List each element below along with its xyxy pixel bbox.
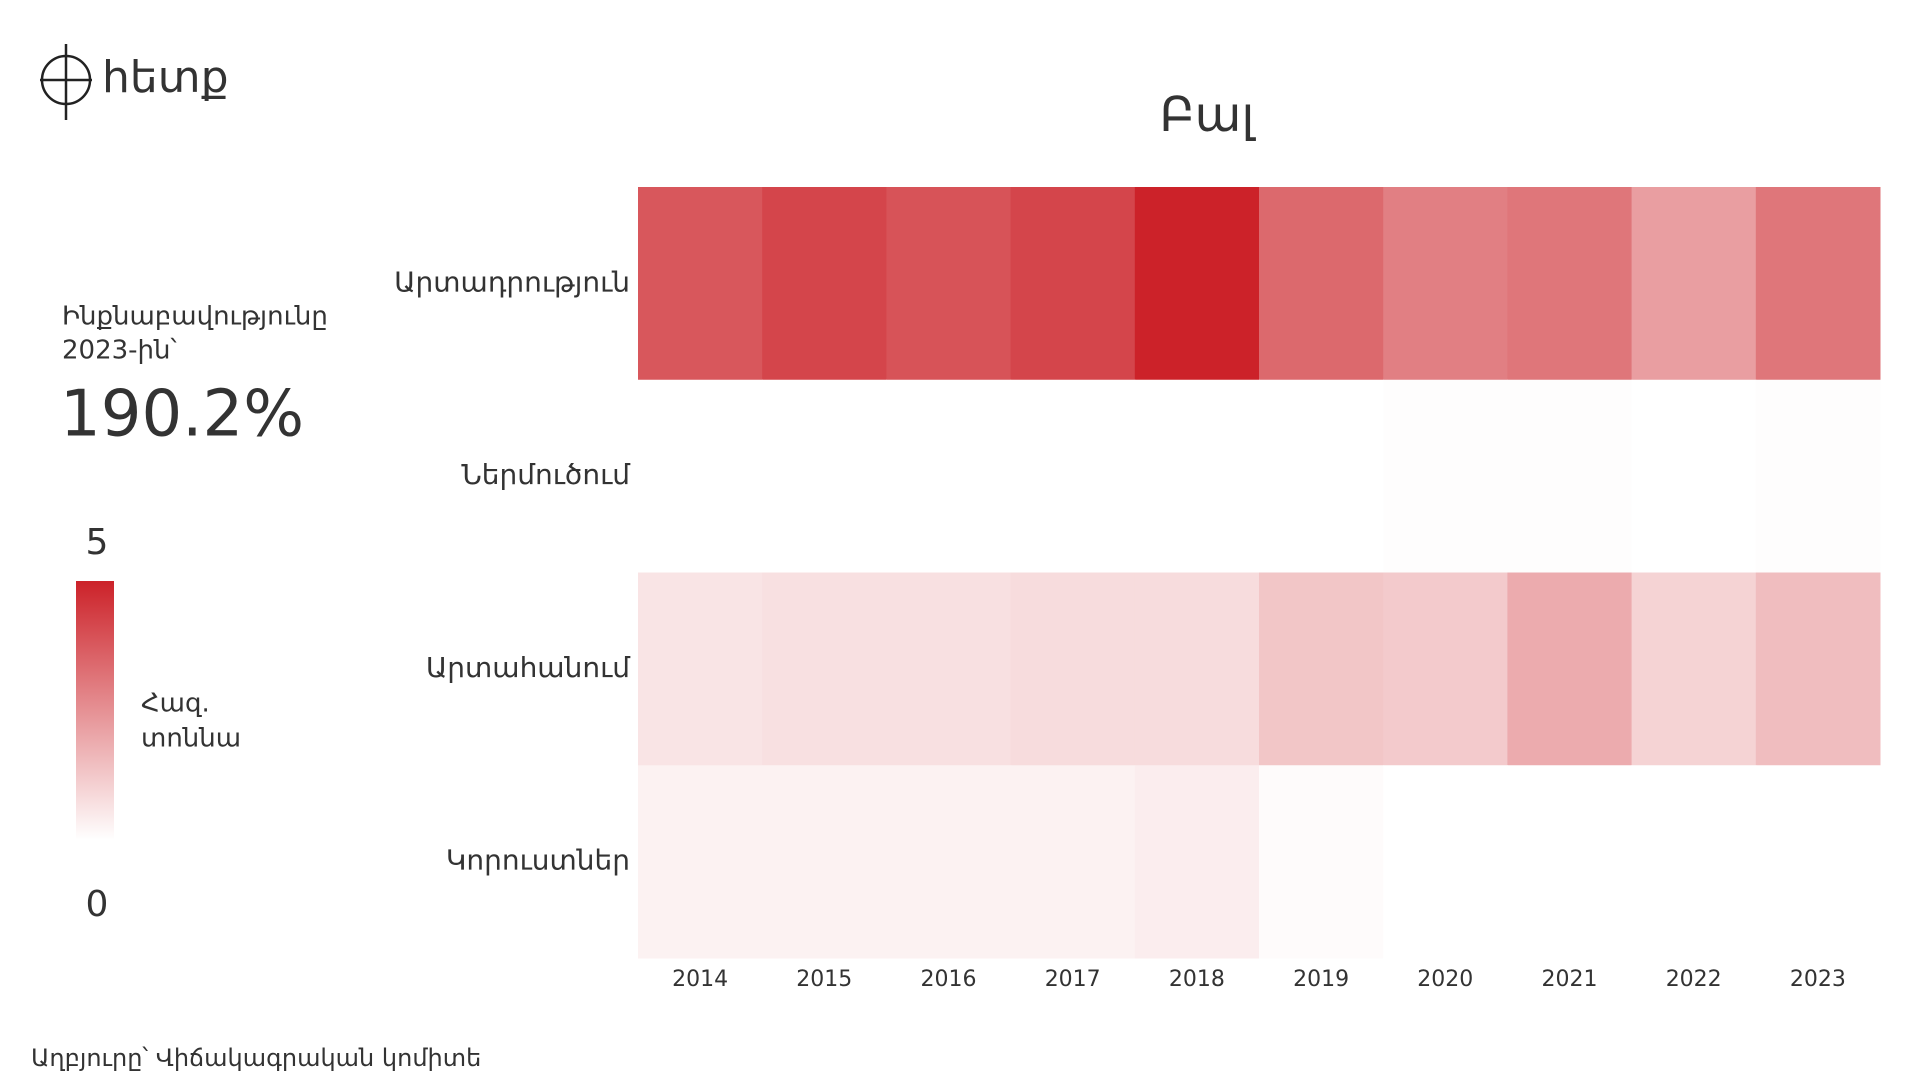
heatmap-cell bbox=[1507, 572, 1633, 766]
heatmap-cell bbox=[1507, 379, 1633, 573]
heatmap-cell bbox=[1755, 187, 1881, 381]
heatmap-cell bbox=[886, 379, 1012, 573]
heatmap-cell bbox=[762, 187, 887, 381]
colorbar-tick-label: 0 bbox=[86, 884, 109, 925]
heatmap-cell bbox=[1383, 572, 1508, 766]
y-tick-label: Արտադրություն bbox=[394, 265, 630, 298]
heatmap-cell bbox=[1259, 765, 1384, 959]
logo: հետք bbox=[40, 44, 229, 120]
colorbar-tick-label: 5 bbox=[86, 522, 109, 563]
x-tick-label: 2015 bbox=[796, 967, 852, 992]
headline-label: 2023-ին՝ bbox=[62, 336, 178, 366]
heatmap-cell bbox=[886, 187, 1012, 381]
heatmap-cell bbox=[1010, 379, 1136, 573]
x-tick-label: 2017 bbox=[1045, 967, 1101, 992]
x-tick-label: 2020 bbox=[1417, 967, 1473, 992]
heatmap-cell bbox=[1010, 572, 1136, 766]
heatmap-cell bbox=[886, 765, 1012, 959]
heatmap-cell bbox=[1010, 187, 1136, 381]
x-tick-label: 2019 bbox=[1293, 967, 1349, 992]
x-tick-label: 2016 bbox=[921, 967, 977, 992]
heatmap-cell bbox=[1134, 765, 1260, 959]
heatmap-cell bbox=[1134, 572, 1260, 766]
heatmap-cell bbox=[1507, 187, 1633, 381]
heatmap-cell bbox=[762, 379, 887, 573]
y-tick-label: Արտահանում bbox=[426, 651, 631, 684]
heatmap-cell bbox=[1383, 187, 1508, 381]
heatmap-cell bbox=[1755, 765, 1881, 959]
heatmap-cell bbox=[1259, 187, 1384, 381]
heatmap-cell bbox=[1134, 187, 1260, 381]
colorbar bbox=[76, 581, 114, 840]
headline-label: Ինքնաբավությունը bbox=[62, 302, 328, 332]
heatmap-cell bbox=[1010, 765, 1136, 959]
headline-value: 190.2% bbox=[60, 378, 304, 452]
heatmap-cell bbox=[1755, 379, 1881, 573]
heatmap-cell bbox=[1383, 765, 1508, 959]
y-tick-label: Ներմուծում bbox=[461, 458, 631, 491]
x-tick-label: 2021 bbox=[1542, 967, 1598, 992]
heatmap-cell bbox=[638, 765, 763, 959]
source: Աղբյուրը՝ Վիճակագրական կոմիտե bbox=[31, 1044, 481, 1072]
heatmap-cell bbox=[1755, 572, 1881, 766]
x-tick-label: 2018 bbox=[1169, 967, 1225, 992]
heatmap-cell bbox=[1507, 765, 1633, 959]
heatmap-cell bbox=[1631, 572, 1757, 766]
heatmap-cell bbox=[1134, 379, 1260, 573]
y-tick-label: Կորուստներ bbox=[446, 844, 630, 877]
heatmap-cell bbox=[762, 765, 887, 959]
heatmap-cell bbox=[638, 379, 763, 573]
logo-text: հետք bbox=[102, 52, 229, 103]
heatmap-cell bbox=[638, 187, 763, 381]
heatmap-cell bbox=[1383, 379, 1508, 573]
x-tick-label: 2022 bbox=[1666, 967, 1722, 992]
x-tick-label: 2023 bbox=[1790, 967, 1846, 992]
colorbar-title: տոննա bbox=[141, 724, 241, 754]
heatmap-cell bbox=[1631, 187, 1757, 381]
chart-title: Բալ bbox=[1160, 87, 1257, 143]
heatmap-cell bbox=[638, 572, 763, 766]
heatmap-cell bbox=[1631, 765, 1757, 959]
colorbar-title: Հազ. bbox=[141, 689, 210, 719]
heatmap-cell bbox=[1631, 379, 1757, 573]
x-tick-label: 2014 bbox=[672, 967, 728, 992]
heatmap-cell bbox=[1259, 572, 1384, 766]
heatmap-cell bbox=[886, 572, 1012, 766]
heatmap-cell bbox=[762, 572, 887, 766]
heatmap-cell bbox=[1259, 379, 1384, 573]
